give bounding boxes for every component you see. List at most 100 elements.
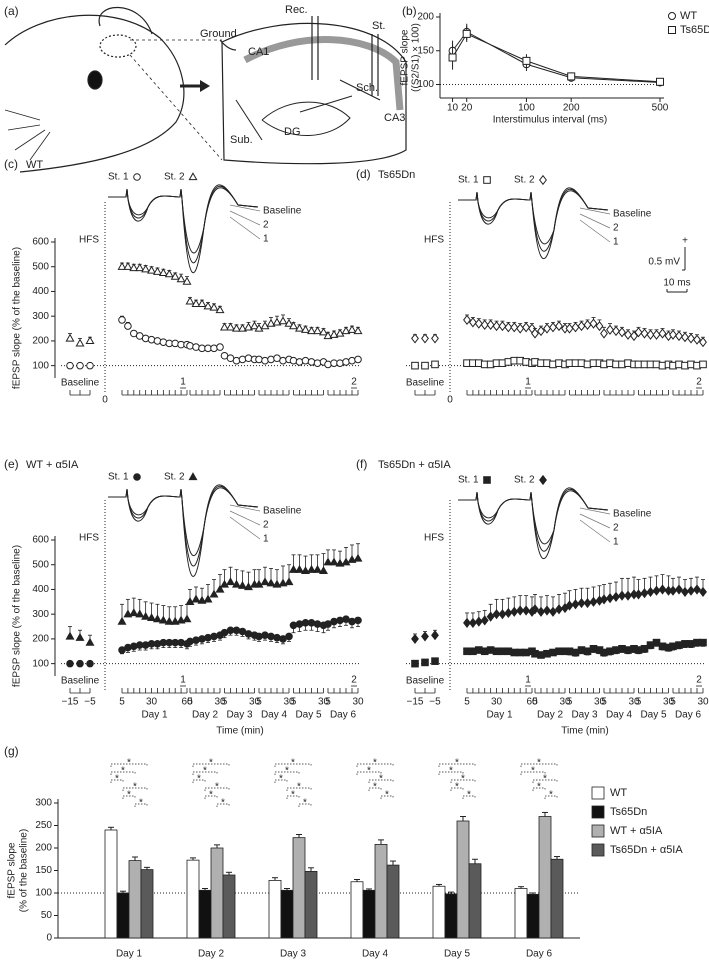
y-tick-label: 150 [417, 45, 434, 56]
data-point [646, 586, 655, 598]
data-point [285, 632, 293, 641]
data-point [278, 578, 288, 587]
data-point [244, 582, 253, 591]
data-point [209, 589, 219, 598]
significance-bracket [286, 787, 312, 791]
data-point [147, 265, 157, 274]
y-tick-label: 300 [32, 311, 49, 322]
trace-leader [579, 213, 611, 229]
x-tick-label: 20 [461, 103, 473, 114]
significance-label: * [543, 774, 547, 785]
significance-label: * [291, 790, 295, 801]
zero-label: 0 [447, 395, 453, 406]
trace-leader [579, 519, 611, 543]
significance-bracket [122, 787, 148, 791]
pathways [235, 79, 381, 141]
significance-bracket [204, 795, 218, 799]
stimulus-label: St. 2 [514, 475, 535, 486]
significance-label: * [379, 774, 383, 785]
data-point [618, 327, 626, 338]
legend-label: WT + α5IA [610, 825, 663, 837]
x-tick-label: −15 [407, 697, 424, 708]
hfs-label: HFS [79, 533, 99, 544]
data-point [319, 566, 328, 575]
significance-bracket [438, 763, 476, 767]
significance-label: * [139, 798, 143, 809]
data-point [431, 333, 439, 344]
y-tick-label: 600 [32, 237, 49, 248]
data-point [612, 591, 620, 602]
st-electrode [371, 34, 379, 96]
significance-label: * [127, 790, 131, 801]
bar [374, 844, 388, 939]
data-point [152, 614, 162, 623]
data-point [117, 616, 127, 625]
data-point [158, 268, 168, 277]
data-point [85, 336, 95, 345]
panel-label: (d) [356, 167, 371, 181]
x-tick-label: Day 6 [526, 949, 553, 960]
y-tick-label: 600 [32, 535, 49, 546]
data-point [463, 314, 471, 326]
data-point [498, 609, 507, 620]
x-tick-label: 30 [283, 697, 295, 708]
day-label: Day 3 [226, 710, 253, 721]
data-point [421, 658, 429, 667]
diagram-label: Sch. [356, 82, 378, 94]
significance-bracket [462, 795, 476, 799]
data-point [215, 305, 225, 314]
data-point [261, 356, 269, 365]
x-tick-label: Day 1 [116, 949, 143, 960]
x-tick-label: −15 [62, 697, 79, 708]
data-point [462, 29, 471, 38]
data-point [238, 355, 247, 364]
bar [128, 860, 142, 939]
data-point [220, 579, 229, 588]
data-point [244, 322, 253, 331]
trace-leader [229, 204, 261, 212]
data-point [699, 638, 707, 647]
day-label: Day 6 [675, 710, 702, 721]
panel-label: (g) [4, 744, 19, 758]
data-point [565, 323, 574, 334]
data-point [468, 617, 477, 628]
x-tick-label: 30 [594, 697, 606, 708]
data-point [618, 590, 626, 601]
hfs-label: HFS [424, 533, 444, 544]
y-axis-label: (% of the baseline) [19, 829, 30, 912]
data-point [216, 343, 224, 351]
x-tick-label: −5 [84, 697, 96, 708]
data-point [330, 617, 338, 626]
trace-leader [229, 210, 261, 226]
scale-label: 10 ms [663, 278, 690, 289]
x-tick-label: 5 [670, 697, 676, 708]
significance-label: * [373, 758, 377, 769]
data-point [486, 611, 495, 622]
y-axis-label: fEPSP slope (% of the baseline) [12, 545, 23, 687]
y-tick-label: 250 [35, 820, 52, 831]
panel-label: (b) [402, 4, 417, 18]
data-point [669, 329, 677, 340]
data-point [549, 322, 557, 333]
significance-bracket [450, 787, 464, 791]
data-point [238, 580, 247, 589]
diagram-label: CA1 [248, 46, 269, 58]
data-point [468, 317, 477, 328]
data-point [186, 342, 194, 350]
data-point [480, 615, 489, 626]
data-point [549, 606, 557, 617]
data-point [244, 354, 253, 363]
data-point [411, 361, 419, 370]
data-point [646, 329, 655, 340]
data-point [232, 323, 241, 332]
stimulus-marker [188, 472, 198, 481]
data-point [474, 616, 483, 627]
timepoint-label: 1 [180, 377, 186, 388]
data-point [272, 317, 282, 326]
data-point [336, 616, 344, 625]
bar [292, 837, 306, 939]
bar [280, 889, 294, 939]
data-point [335, 558, 345, 567]
brain-region [99, 34, 137, 58]
